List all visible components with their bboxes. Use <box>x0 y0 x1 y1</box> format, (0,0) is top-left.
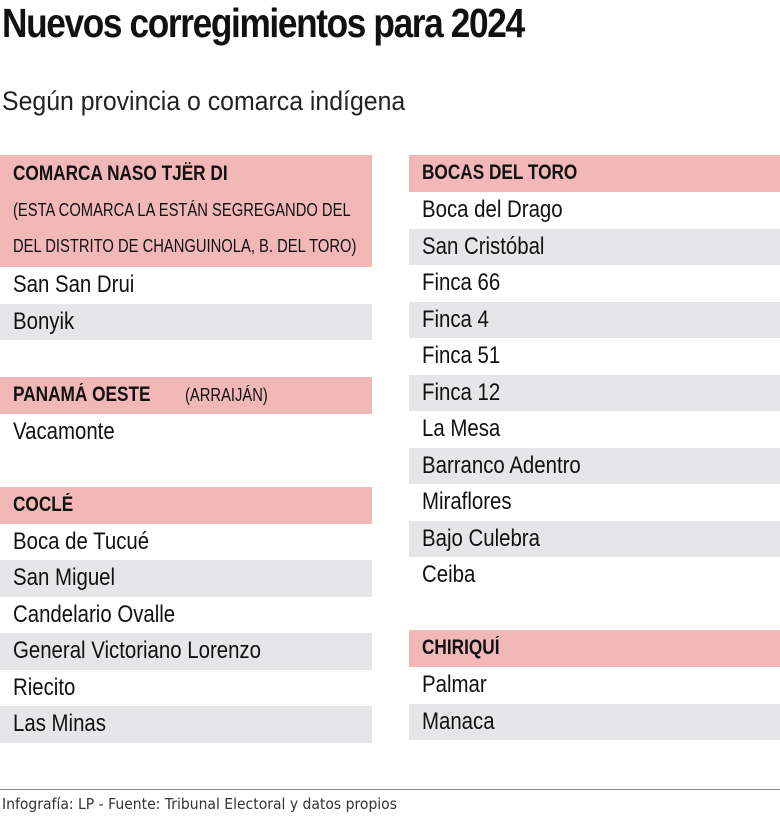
source-credit: Infografía: LP - Fuente: Tribunal Electo… <box>2 795 397 813</box>
page-title: Nuevos corregimientos para 2024 <box>2 0 525 46</box>
group-header-panama-oeste: PANAMÁ OESTE (ARRAIJÁN) <box>0 376 372 414</box>
footer-divider <box>0 789 780 790</box>
list-item: Finca 51 <box>422 342 501 369</box>
list-item: Vacamonte <box>13 417 115 445</box>
left-column: COMARCA NASO TJËR DI (ESTA COMARCA LA ES… <box>0 155 372 743</box>
list-item: Bonyik <box>0 303 372 340</box>
list-item: Ceiba <box>422 561 476 588</box>
list-item: Las Minas <box>0 706 372 743</box>
right-column: BOCAS DEL TORO Boca del Drago San Cristó… <box>409 155 780 740</box>
spacer <box>0 340 372 377</box>
list-item: Miraflores <box>422 488 512 515</box>
list-item: San San Drui <box>13 271 135 298</box>
list-item: Bajo Culebra <box>409 520 780 557</box>
group-name: CHIRIQUÍ <box>422 636 500 659</box>
group-name: COMARCA NASO TJËR DI <box>13 162 228 185</box>
group-name: COCLÉ <box>13 492 74 516</box>
group-header-cocle: COCLÉ <box>0 486 372 524</box>
list-item: La Mesa <box>422 415 501 442</box>
list-item: Boca de Tucué <box>13 527 150 555</box>
group-note-line: DEL DISTRITO DE CHANGUINOLA, B. DEL TORO… <box>13 236 357 256</box>
spacer <box>409 594 780 631</box>
list-item: Boca del Drago <box>422 196 563 223</box>
group-header-chiriqui: CHIRIQUÍ <box>409 630 780 667</box>
group-name: BOCAS DEL TORO <box>422 161 578 184</box>
group-header-bocas-del-toro: BOCAS DEL TORO <box>409 155 780 192</box>
list-item: Manaca <box>409 703 780 740</box>
list-item: Riecito <box>13 673 76 701</box>
list-item: General Victoriano Lorenzo <box>0 633 372 670</box>
group-name: PANAMÁ OESTE <box>13 382 151 406</box>
spacer <box>0 450 372 487</box>
list-item: Finca 12 <box>409 374 780 411</box>
list-item: Barranco Adentro <box>409 447 780 484</box>
group-note-line: (ESTA COMARCA LA ESTÁN SEGREGANDO DEL <box>13 200 351 220</box>
list-item: San Cristóbal <box>409 228 780 265</box>
list-item: Finca 66 <box>422 269 501 296</box>
list-item: Candelario Ovalle <box>13 600 176 628</box>
group-note: (ARRAIJÁN) <box>185 384 268 405</box>
list-item: Finca 4 <box>409 301 780 338</box>
list-item: San Miguel <box>0 560 372 597</box>
group-header-comarca-naso: COMARCA NASO TJËR DI (ESTA COMARCA LA ES… <box>0 155 372 267</box>
page-subtitle: Según provincia o comarca indígena <box>2 86 406 116</box>
list-item: Palmar <box>422 671 487 698</box>
